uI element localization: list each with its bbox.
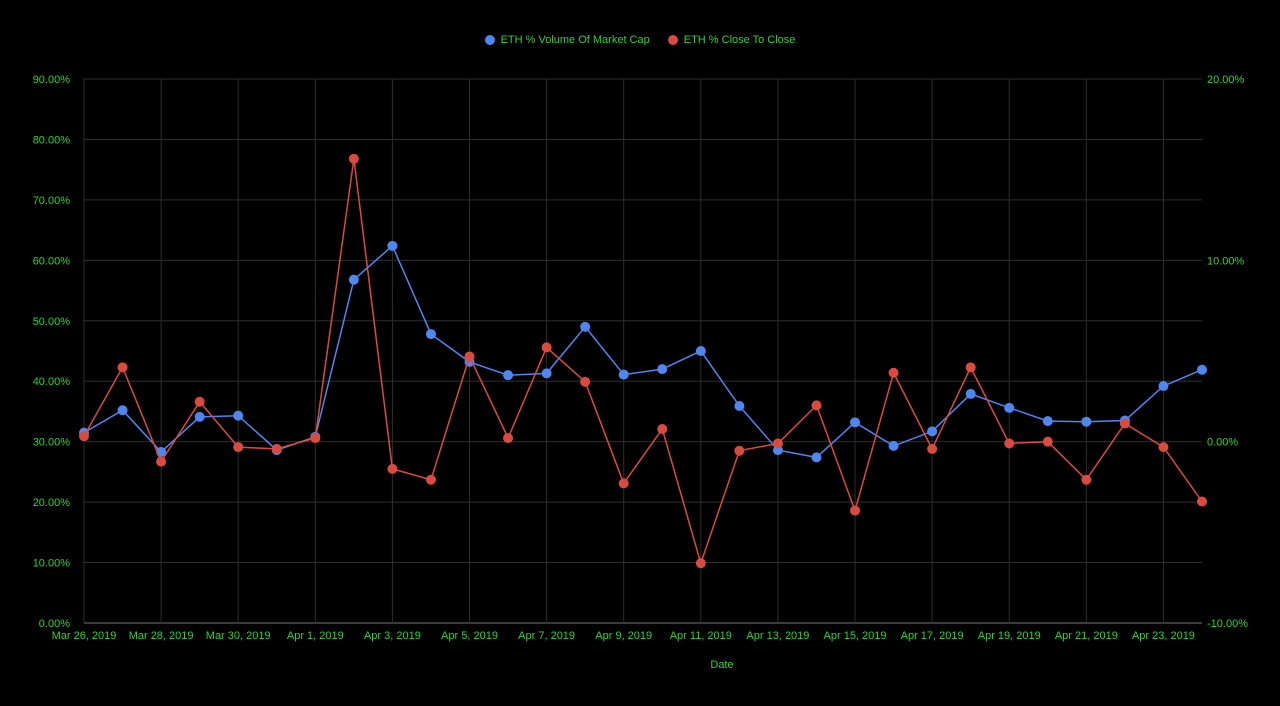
y-right-tick-label: 0.00% <box>1207 437 1238 449</box>
series-2-point <box>927 443 938 454</box>
series-2-point <box>734 445 745 456</box>
series-line-1 <box>83 244 1203 459</box>
series-1-point <box>1042 416 1053 427</box>
series-2-point <box>1197 496 1207 507</box>
series-2-point <box>503 433 514 444</box>
series-1-point <box>965 388 976 399</box>
series-1-point <box>850 417 861 428</box>
series-2-point <box>618 478 629 489</box>
series-2-point <box>117 362 128 373</box>
series-1-point <box>657 364 668 375</box>
series-1-point <box>348 274 359 285</box>
y-right-tick-label: 20.00% <box>1207 74 1245 86</box>
y-left-tick-label: 20.00% <box>33 497 71 509</box>
series-2-point <box>310 433 321 444</box>
series-2-point <box>965 362 976 373</box>
y-right-tick-label: 10.00% <box>1207 255 1245 267</box>
series-2-point <box>541 342 552 353</box>
y-left-tick-label: 90.00% <box>33 74 71 86</box>
series-2-point <box>657 423 668 434</box>
legend-marker <box>667 35 678 45</box>
x-tick-label: Mar 30, 2019 <box>206 630 271 642</box>
series-1-point <box>1158 381 1169 392</box>
series-1-point <box>580 321 591 332</box>
series-2-point <box>1042 436 1053 447</box>
series-2-point <box>1081 474 1092 485</box>
series-1-point <box>1197 364 1207 375</box>
y-left-tick-label: 50.00% <box>33 316 71 328</box>
series-2-point <box>271 443 282 454</box>
series-1-point <box>695 346 706 356</box>
series-2-point <box>194 396 205 407</box>
series-1-point <box>541 368 552 379</box>
x-tick-label: Apr 7, 2019 <box>518 630 575 642</box>
y-left-tick-label: 0.00% <box>39 618 70 630</box>
series-2-point <box>811 400 822 411</box>
x-tick-label: Mar 28, 2019 <box>129 630 194 642</box>
series-2-point <box>695 558 706 569</box>
legend-item-1[interactable]: ETH % Volume Of Market Cap <box>484 34 650 46</box>
y-right-tick-label: -10.00% <box>1207 618 1248 630</box>
series-2-point <box>1158 442 1169 453</box>
series-1-point <box>425 329 436 340</box>
legend-item-2[interactable]: ETH % Close To Close <box>667 34 796 46</box>
x-tick-label: Apr 9, 2019 <box>595 630 652 642</box>
series-2-point <box>1004 438 1015 449</box>
series-1-point <box>117 405 128 416</box>
series-1-point <box>194 411 205 422</box>
x-tick-label: Apr 15, 2019 <box>824 630 887 642</box>
series-2-point <box>425 474 436 485</box>
series-2-point <box>156 456 167 467</box>
x-tick-label: Apr 21, 2019 <box>1055 630 1118 642</box>
y-left-tick-label: 40.00% <box>33 376 71 388</box>
series-2-point <box>850 505 861 516</box>
legend-label: ETH % Close To Close <box>683 34 796 46</box>
chart-legend: ETH % Volume Of Market Cap ETH % Close To… <box>0 34 1280 46</box>
series-2-point <box>580 376 591 387</box>
series-2-point <box>79 431 89 442</box>
x-axis-title: Date <box>710 659 733 671</box>
x-tick-label: Apr 13, 2019 <box>746 630 809 642</box>
series-2-point <box>888 367 899 378</box>
y-left-tick-label: 60.00% <box>33 255 71 267</box>
legend-label: ETH % Volume Of Market Cap <box>500 34 650 46</box>
x-tick-label: Apr 3, 2019 <box>364 630 421 642</box>
x-tick-label: Apr 19, 2019 <box>978 630 1041 642</box>
series-1-point <box>888 440 899 451</box>
series-2-point <box>387 463 398 474</box>
series-2-point <box>233 442 244 453</box>
series-line-2 <box>83 158 1203 566</box>
series-1-point <box>1004 402 1015 413</box>
series-2-point <box>348 153 359 164</box>
x-tick-label: Apr 1, 2019 <box>287 630 344 642</box>
y-left-tick-label: 30.00% <box>33 437 71 449</box>
series-1-point <box>811 452 822 463</box>
legend-marker <box>484 35 495 45</box>
x-tick-label: Apr 23, 2019 <box>1132 630 1195 642</box>
series-2-point <box>772 438 783 449</box>
series-1-point <box>387 240 398 251</box>
y-left-tick-label: 70.00% <box>33 195 71 207</box>
series-1-point <box>734 401 745 412</box>
series-1-point <box>618 369 629 380</box>
series-1-point <box>1081 416 1092 427</box>
x-tick-label: Apr 17, 2019 <box>901 630 964 642</box>
x-tick-label: Apr 11, 2019 <box>670 630 732 642</box>
y-left-tick-label: 80.00% <box>33 134 71 146</box>
series-1-point <box>233 410 244 421</box>
x-tick-label: Apr 5, 2019 <box>441 630 498 642</box>
series-2-point <box>1119 418 1130 429</box>
series-2-point <box>464 351 475 362</box>
series-1-point <box>927 426 938 437</box>
series-1-point <box>503 370 514 381</box>
y-left-tick-label: 10.00% <box>33 558 71 570</box>
x-tick-label: Mar 26, 2019 <box>52 630 117 642</box>
